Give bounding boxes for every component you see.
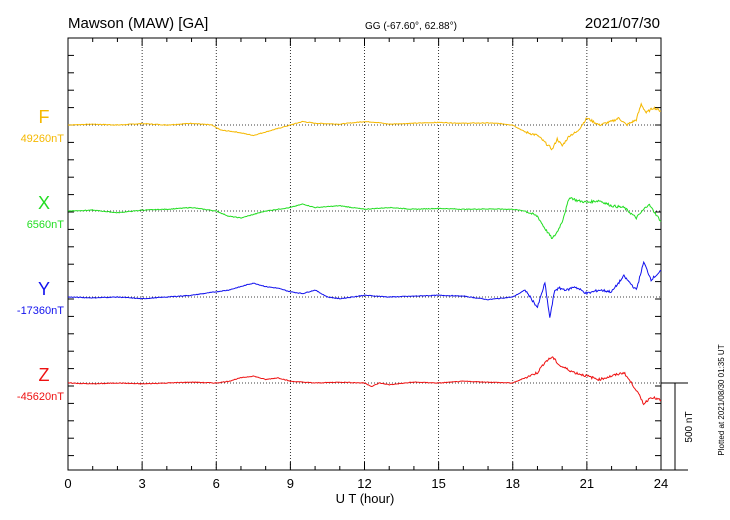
series-line-Y — [67, 260, 662, 318]
x-tick-label: 6 — [213, 476, 220, 491]
series-name-Z: Z — [39, 365, 50, 385]
x-tick-label: 3 — [139, 476, 146, 491]
x-tick-label: 12 — [357, 476, 371, 491]
x-tick-label: 9 — [287, 476, 294, 491]
axis-ticks: 0 3 6 9 12 15 18 21 24 — [64, 37, 668, 491]
series-baseline-value-Z: -45620nT — [17, 391, 64, 403]
series-lines — [67, 102, 662, 406]
scale-bar: 500 nT — [661, 382, 695, 471]
grid — [141, 38, 588, 470]
x-tick-label: 0 — [64, 476, 71, 491]
series-baseline-value-X: 6560nT — [27, 219, 65, 231]
x-tick-label: 21 — [580, 476, 594, 491]
series-line-X — [67, 197, 662, 240]
series-line-Z — [67, 356, 662, 406]
series-name-X: X — [38, 193, 50, 213]
series-line-F — [67, 102, 661, 151]
series-name-F: F — [39, 107, 50, 127]
series-baseline-value-F: 49260nT — [21, 133, 65, 145]
scale-bar-label: 500 nT — [684, 411, 695, 442]
series-name-Y: Y — [38, 279, 50, 299]
station-coordinates: GG (-67.60°, 62.88°) — [365, 21, 457, 32]
plotted-timestamp: Plotted at 2021/08/30 01:35 UT — [717, 344, 726, 455]
x-tick-label: 18 — [506, 476, 520, 491]
plot-date: 2021/07/30 — [585, 15, 660, 32]
x-axis-label: U T (hour) — [336, 491, 395, 506]
station-title: Mawson (MAW) [GA] — [68, 15, 208, 32]
x-tick-label: 15 — [431, 476, 445, 491]
series-labels: F 49260nT X 6560nT Y -17360nT Z -45620nT — [17, 107, 64, 403]
x-tick-label: 24 — [654, 476, 668, 491]
series-baseline-value-Y: -17360nT — [17, 305, 64, 317]
